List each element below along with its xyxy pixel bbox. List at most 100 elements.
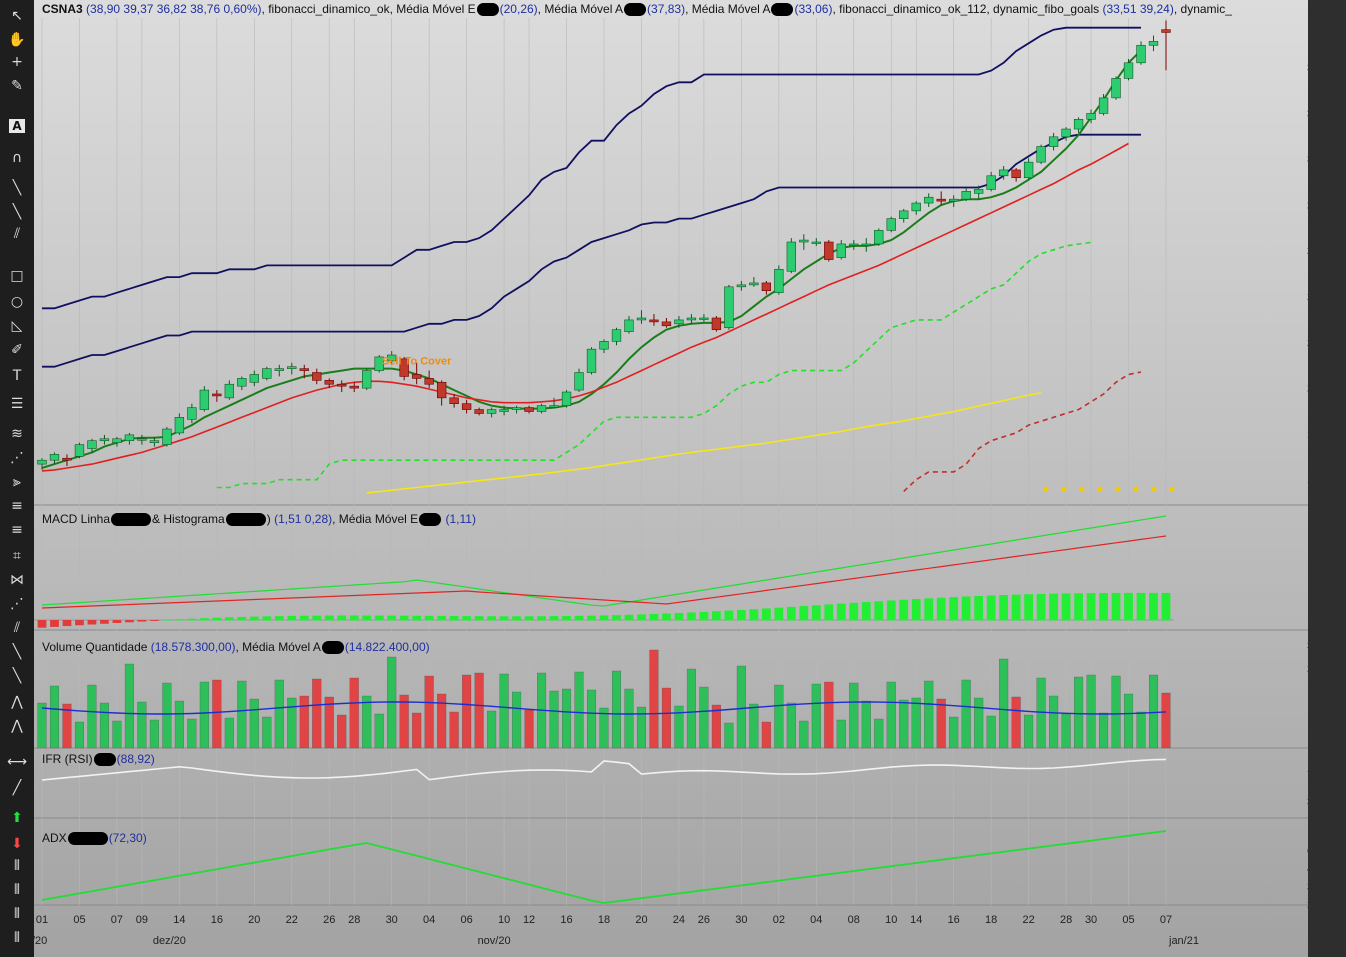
x-tick-label: 10 [885,914,897,926]
fibonacci-e-icon[interactable]: ≡ [11,522,23,538]
volume-bar [724,722,734,749]
fibonacci-c-icon[interactable]: ≋ [11,426,23,442]
macd-histogram-bar [62,620,72,627]
candle-body [686,317,697,321]
volume-bar [1086,674,1096,749]
candle-body [811,241,821,244]
macd-line [41,515,1167,607]
candle-body [574,372,584,391]
candle-body [399,358,409,377]
text-tool-icon[interactable]: A [4,116,30,136]
volume-bar [199,681,209,749]
magnet-icon[interactable]: ∩ [11,150,23,166]
volume-bar [62,703,72,749]
pattern-icon[interactable]: ⌗ [13,548,21,564]
rectangle-icon[interactable]: □ [10,268,24,284]
trendline-icon[interactable]: ╱ [12,780,22,796]
channel-icon[interactable]: ⫽ [13,226,21,242]
candle-body [312,372,322,381]
ohlc-values: (38,90 39,37 36,82 38,76 0,60%) [86,2,262,16]
macd-histogram-bar [512,616,521,621]
candle-body [1023,161,1034,179]
volume-bar [999,658,1009,749]
candle-body [149,440,160,443]
volume-bar [1124,693,1134,749]
cursor-icon[interactable]: ↖ [11,8,23,24]
vertical-lines-2-icon[interactable]: ⦀ [13,882,21,898]
ray-icon[interactable]: ╲ [12,204,22,220]
fibonacci-fan-icon[interactable]: ⋰ [10,450,24,466]
volume-bar [287,697,297,749]
macd-histogram-bar [1111,592,1121,621]
macd-legend: MACD Linha & Histograma) (1,51 0,28), Méd… [42,512,476,527]
candle-body [237,378,247,387]
macd-signal-line [41,535,1167,609]
gann-fan-icon[interactable]: ⋰ [10,596,24,612]
volume-bar [1011,696,1021,749]
volume-bar [574,671,584,749]
candle-body [1136,44,1146,64]
ray-d-icon[interactable]: ╲ [12,668,22,684]
volume-bar [237,680,247,749]
ray-r-icon[interactable]: ╲ [12,644,22,660]
candle-body [324,380,334,385]
fibo-band-line [42,133,1141,368]
fibonacci-f-icon[interactable]: ⫸ [13,474,21,490]
redacted-mark [111,513,152,527]
macd-histogram-bar [224,617,234,621]
candle-body [824,241,834,260]
adx-value: (72,30) [108,831,147,845]
buy-arrow-icon[interactable]: ⬆ [11,810,23,826]
candle-body [949,198,959,202]
x-tick-label: 18 [598,914,610,926]
speed-s-icon[interactable]: ⫽ [13,620,21,636]
vertical-lines-icon[interactable]: ⦀ [13,858,21,874]
triangle-icon[interactable]: ◺ [11,318,23,334]
horizontal-lines-icon[interactable]: ☰ [10,396,24,412]
macd-histogram-bar [662,613,671,621]
volume-bar [212,679,222,749]
measure-icon[interactable]: ⟷ [6,754,28,770]
macd-histogram-bar [1036,593,1046,621]
candle-body [436,381,447,399]
macd-histogram-bar [137,620,147,622]
volume-bar [586,689,597,749]
edit-icon[interactable]: ✎ [11,78,23,94]
x-tick-label: 16 [211,914,223,926]
xabcd-icon[interactable]: ⋈ [10,572,24,588]
volume-bar [761,721,771,749]
line-icon[interactable]: ╲ [12,180,22,196]
volume-ma-label: Média Móvel A [242,640,321,654]
macd-histogram-bar [836,603,846,621]
fibonacci-p-icon[interactable]: ≡ [11,498,23,514]
macd-histogram-bar [824,604,834,621]
vertical-lines-4-icon[interactable]: ⦀ [13,930,21,946]
hand-icon[interactable]: ✋ [8,32,26,48]
adx-legend: ADX (72,30) [42,831,147,846]
volume-bar [661,687,671,749]
text-icon[interactable]: T [12,368,22,384]
sell-arrow-icon[interactable]: ⬇ [11,836,23,852]
moving-average-line [41,142,1129,472]
chart-canvas[interactable]: 01 05 07 09 14 16 20 22 26 28 30 04 06 10 12 16 18 20 24 26… [34,0,1346,957]
candle-body [137,438,147,441]
elliott-a-icon[interactable]: ⋀ [11,694,23,710]
volume-bar [74,721,84,749]
macd-histogram-bar [624,614,634,621]
crosshair-icon[interactable]: + [11,54,23,70]
vertical-lines-3-icon[interactable]: ⦀ [13,906,21,922]
circle-icon[interactable]: ○ [10,294,24,310]
candle-body [599,341,609,350]
macd-histogram-bar [1061,593,1071,621]
candle-body [37,459,47,465]
candle-body [761,282,772,292]
elliott-a2-icon[interactable]: ⋀ [11,718,23,734]
candle-body [998,169,1009,177]
fibo-band-line [42,26,1141,310]
candle-body [262,368,272,379]
chart-area[interactable]: 01 05 07 09 14 16 20 22 26 28 30 04 06 10 12 16 18 20 24 26… [34,0,1346,957]
volume-bar [562,688,572,749]
pencil-icon[interactable]: ✐ [11,342,23,358]
volume-bar [799,720,809,749]
vertical-scrollbar[interactable] [1308,0,1346,957]
